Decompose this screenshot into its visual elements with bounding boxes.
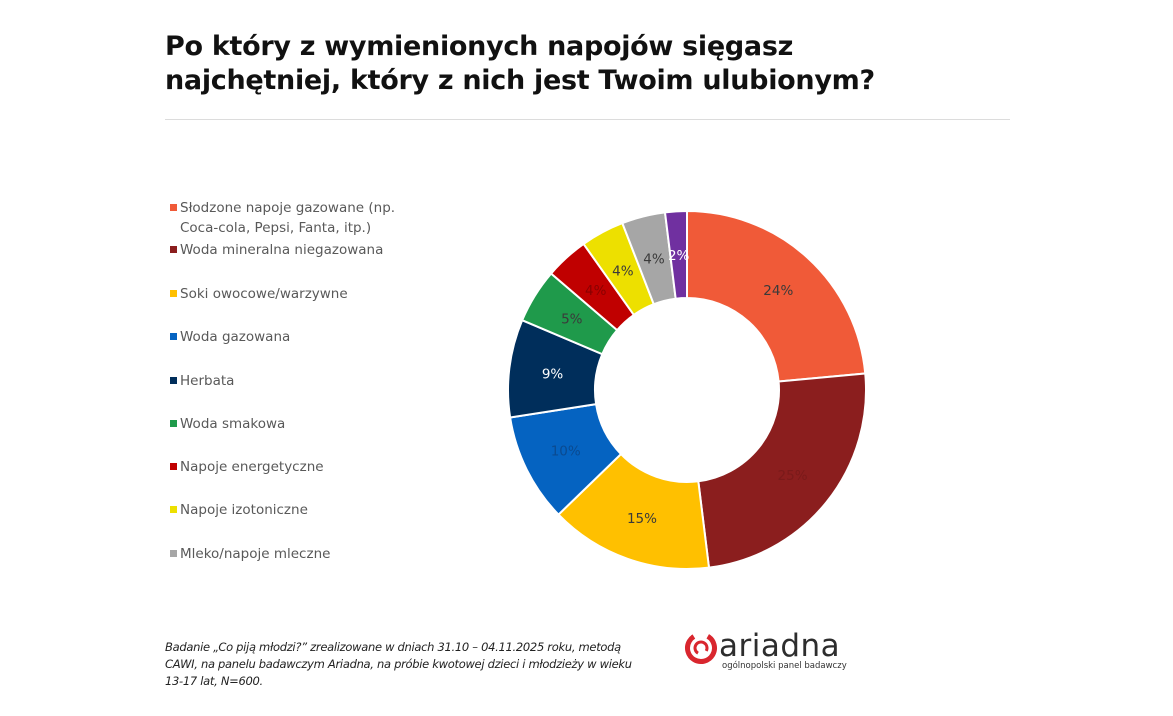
legend-item-1: Słodzone napoje gazowane (np. Coca-cola,… [170, 198, 430, 238]
legend-item-4: Woda gazowana [170, 327, 430, 347]
legend-swatch-8 [170, 506, 177, 513]
donut-slice-1 [686, 209, 867, 383]
logo-wordmark: ariadna [719, 628, 841, 664]
legend-item-5: Herbata [170, 371, 430, 391]
legend-item-3: Soki owocowe/warzywne [170, 284, 430, 304]
logo-tagline: ogólnopolski panel badawczy [722, 661, 847, 671]
legend-swatch-4 [170, 333, 177, 340]
ariadna-spiral-icon [685, 632, 717, 664]
legend-label-8: Napoje izotoniczne [180, 502, 308, 518]
survey-footnote: Badanie „Co piją młodzi?” zrealizowane w… [165, 639, 632, 688]
chart-title: Po który z wymienionych napojów sięgasz … [165, 30, 1065, 98]
donut-slice-2 [697, 372, 867, 569]
legend-item-7: Napoje energetyczne [170, 457, 430, 477]
legend-label-4: Woda gazowana [180, 329, 291, 345]
title-divider [165, 119, 1010, 120]
chart-title-line-2: najchętniej, który z nich jest Twoim ulu… [165, 65, 875, 96]
legend-label-3: Soki owocowe/warzywne [180, 286, 348, 302]
donut-data-label-5: 9% [542, 366, 564, 382]
chart-title-line-1: Po który z wymienionych napojów sięgasz [165, 31, 794, 62]
legend-label-9: Mleko/napoje mleczne [180, 546, 331, 562]
legend-swatch-6 [170, 420, 177, 427]
legend-swatch-2 [170, 246, 177, 253]
donut-chart: 24%25%15%10%9%5%4%4%4% 2% [507, 209, 867, 570]
donut-data-label-1: 24% [763, 283, 793, 299]
legend-item-2: Woda mineralna niegazowana [170, 240, 430, 260]
legend-label-7: Napoje energetyczne [180, 459, 324, 475]
legend-swatch-3 [170, 290, 177, 297]
legend-swatch-1 [170, 204, 177, 211]
legend-label-5: Herbata [180, 373, 235, 389]
donut-data-label-4: 10% [551, 443, 581, 459]
donut-data-label-7: 4% [585, 283, 607, 299]
donut-data-label-10: 2% [668, 248, 690, 264]
legend-swatch-9 [170, 550, 177, 557]
legend-swatch-7 [170, 463, 177, 470]
donut-data-label-3: 15% [627, 511, 657, 527]
donut-data-label-6: 5% [561, 312, 583, 328]
legend-swatch-5 [170, 377, 177, 384]
donut-slice-10 [663, 209, 688, 300]
legend-label-6: Woda smakowa [180, 416, 286, 432]
legend-label-2: Woda mineralna niegazowana [180, 242, 384, 258]
donut-data-label-9: 4% [643, 252, 665, 268]
legend-item-9: Mleko/napoje mleczne [170, 544, 430, 564]
legend-item-6: Woda smakowa [170, 414, 430, 434]
legend-item-8: Napoje izotoniczne [170, 500, 430, 520]
legend-label-1: Słodzone napoje gazowane (np. Coca-cola,… [180, 200, 396, 236]
donut-data-label-2: 25% [778, 468, 808, 484]
ariadna-logo: ariadna ogólnopolski panel badawczy [684, 628, 847, 673]
donut-data-label-8: 4% [612, 264, 634, 280]
